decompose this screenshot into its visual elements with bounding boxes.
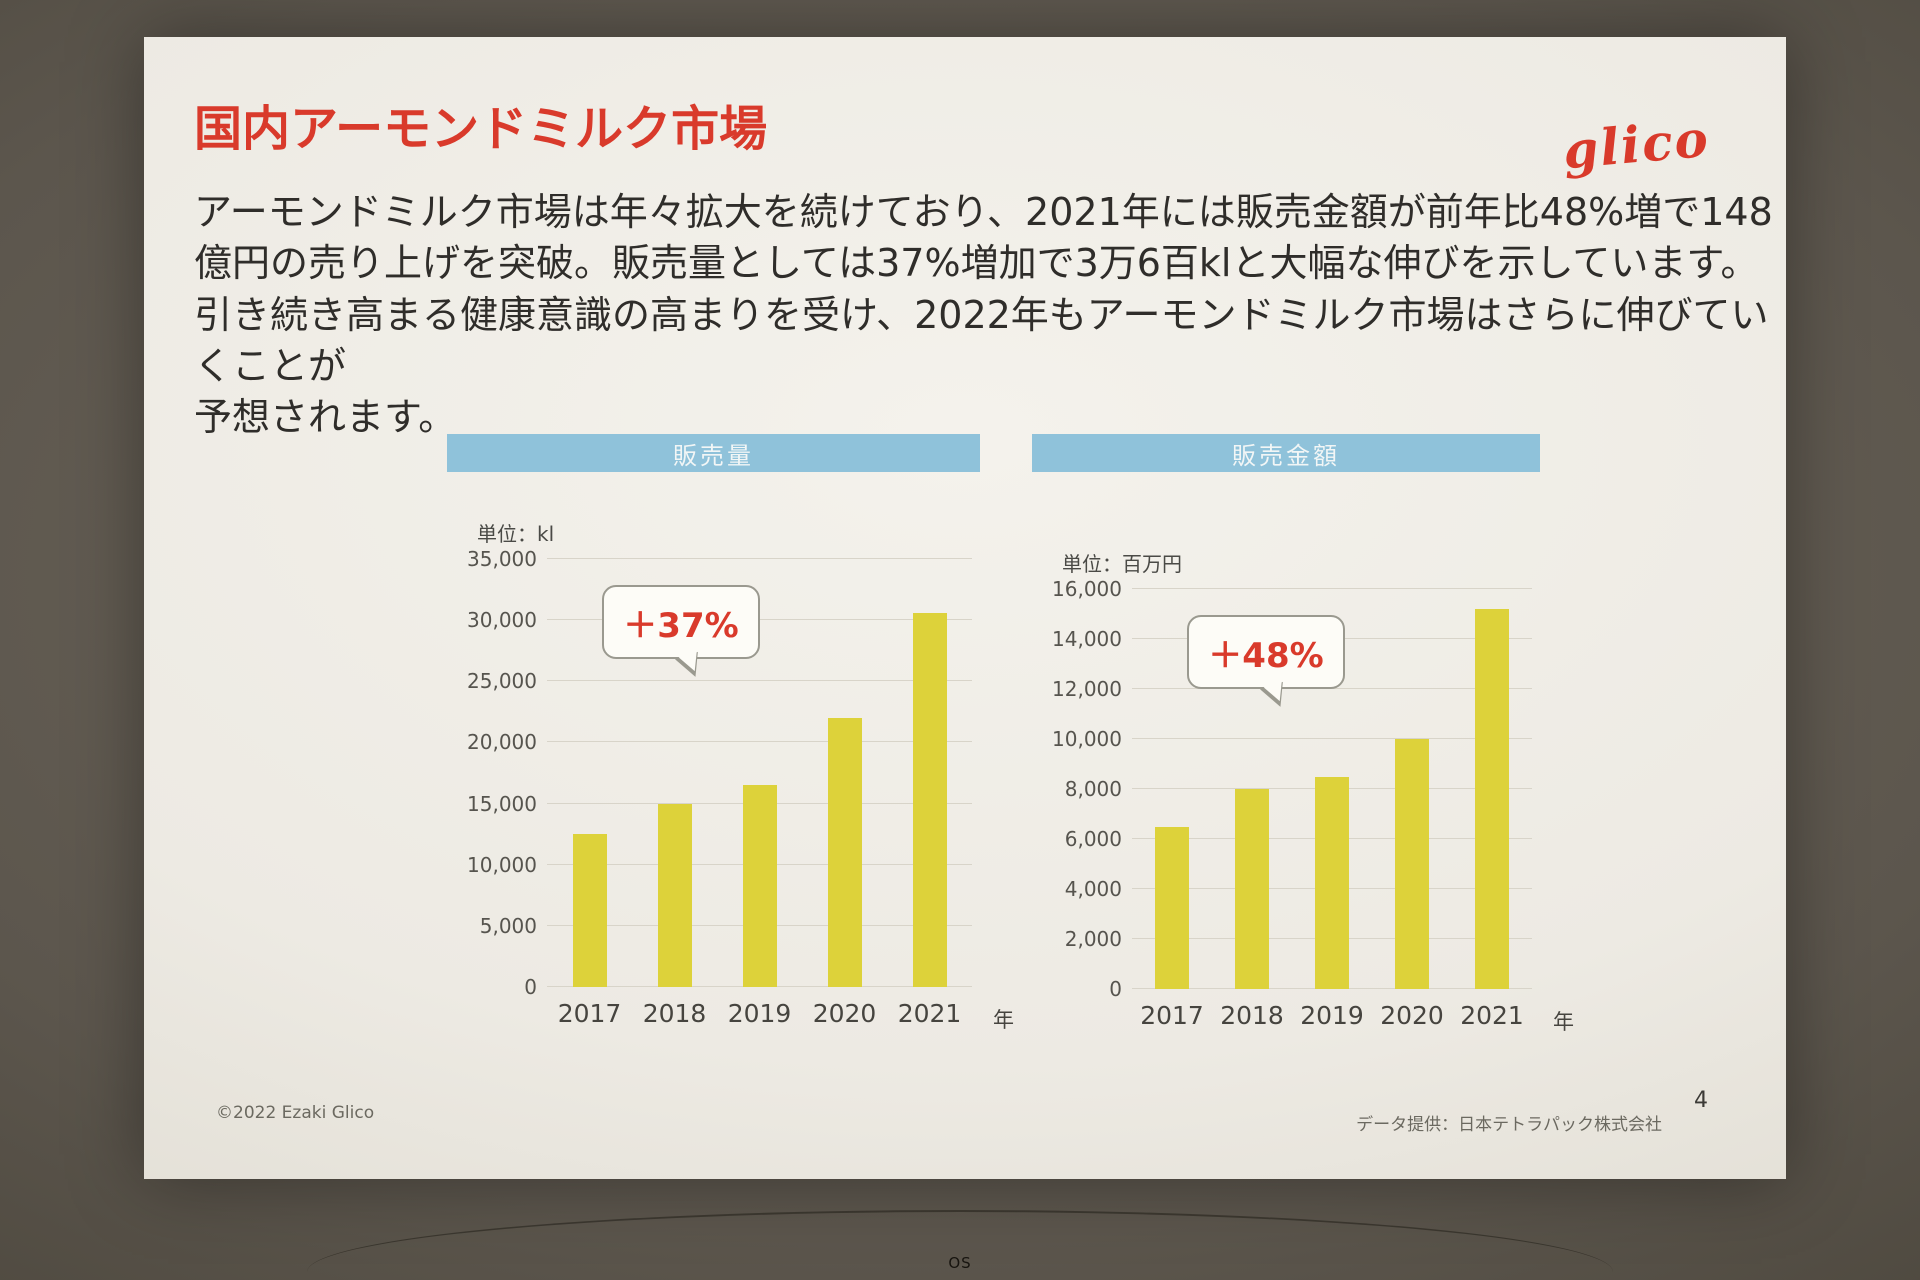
x-tick-label: 2017 bbox=[1140, 1001, 1204, 1030]
x-tick-label: 2021 bbox=[897, 999, 962, 1028]
charts-row: 販売量 単位：kl ＋37% 0 5,000 10,000 15,000 20,000 2… bbox=[447, 434, 1574, 1034]
body-text: アーモンドミルク市場は年々拡大を続けており、2021年には販売金額が前年比48%… bbox=[194, 190, 1773, 440]
y-tick-label: 8,000 bbox=[1064, 777, 1122, 801]
gridline bbox=[547, 558, 972, 559]
y-tick-label: 2,000 bbox=[1064, 927, 1122, 951]
gridline bbox=[547, 741, 972, 743]
y-tick-label: 35,000 bbox=[467, 547, 537, 571]
screen-bottom-label: OS bbox=[948, 1254, 972, 1272]
bar-2018 bbox=[1235, 789, 1269, 989]
y-tick-label: 20,000 bbox=[467, 730, 537, 755]
gridline bbox=[547, 680, 972, 682]
y-tick-label: 5,000 bbox=[479, 913, 537, 938]
plot-area: ＋48% 0 2,000 4,000 6,000 8,000 10,000 12,000 14… bbox=[1052, 577, 1532, 1001]
chart-banner-sales-amount: 販売金額 bbox=[1032, 434, 1540, 472]
y-tick-label: 0 bbox=[1109, 977, 1122, 1001]
y-tick-label: 10,000 bbox=[1052, 727, 1122, 751]
x-tick-label: 2020 bbox=[812, 999, 877, 1028]
gridline bbox=[1132, 588, 1532, 589]
chart-banner-sales-volume: 販売量 bbox=[447, 434, 980, 472]
gridline bbox=[1132, 738, 1532, 739]
x-tick-label: 2018 bbox=[1220, 1001, 1284, 1030]
x-axis-unit: 年 bbox=[993, 1008, 1014, 1032]
y-tick-label: 30,000 bbox=[467, 608, 537, 633]
bar-2020 bbox=[1395, 739, 1429, 989]
y-tick-label: 4,000 bbox=[1064, 877, 1122, 901]
bar-2021 bbox=[1475, 609, 1509, 989]
chart-banner-label: 販売量 bbox=[673, 441, 754, 470]
y-tick-label: 15,000 bbox=[467, 791, 537, 816]
y-tick-label: 12,000 bbox=[1052, 677, 1122, 701]
bar-2018 bbox=[657, 803, 692, 987]
chart-banner-label: 販売金額 bbox=[1232, 441, 1340, 470]
x-tick-label: 2021 bbox=[1460, 1001, 1524, 1030]
copyright: ©2022 Ezaki Glico bbox=[216, 1103, 375, 1123]
bar-2021 bbox=[912, 612, 947, 987]
x-labels-row: 年 2017 2018 2019 2020 2021 bbox=[547, 999, 1014, 1032]
annotation-bubble: ＋48% bbox=[1187, 615, 1345, 712]
x-tick-label: 2018 bbox=[642, 999, 707, 1028]
unit-label: 単位：百万円 bbox=[1062, 552, 1182, 576]
unit-label: 単位：kl bbox=[477, 522, 555, 546]
annotation-text: ＋48% bbox=[1208, 635, 1324, 676]
chart-panel-sales-volume: 販売量 単位：kl ＋37% 0 5,000 10,000 15,000 20,000 2… bbox=[447, 434, 1014, 1032]
plot-area: ＋37% 0 5,000 10,000 15,000 20,000 25,000 30,00… bbox=[467, 547, 972, 999]
data-source: データ提供：日本テトラパック株式会社 bbox=[1356, 1115, 1662, 1135]
bar-2017 bbox=[1155, 826, 1189, 989]
bars-row bbox=[1132, 589, 1532, 989]
y-tick-label: 16,000 bbox=[1052, 577, 1122, 601]
x-tick-label: 2019 bbox=[727, 999, 792, 1028]
bar-2020 bbox=[827, 717, 862, 987]
x-tick-label: 2019 bbox=[1300, 1001, 1364, 1030]
chart-panel-sales-amount: 販売金額 単位：百万円 ＋48% 0 2,000 4,000 6,000 8,000 10… bbox=[1032, 434, 1574, 1034]
glico-logo: glico bbox=[1560, 108, 1713, 181]
bar-2019 bbox=[1315, 776, 1349, 989]
x-tick-label: 2017 bbox=[557, 999, 622, 1028]
y-tick-label: 14,000 bbox=[1052, 627, 1122, 651]
y-tick-label: 10,000 bbox=[467, 852, 537, 877]
bar-2019 bbox=[742, 785, 777, 987]
x-axis-unit: 年 bbox=[1553, 1010, 1574, 1034]
slide: 国内アーモンドミルク市場 glico アーモンドミルク市場は年々拡大を続けており… bbox=[144, 37, 1786, 1179]
annotation-bubble: ＋37% bbox=[602, 585, 760, 682]
annotation-text: ＋37% bbox=[623, 605, 739, 646]
x-tick-label: 2020 bbox=[1380, 1001, 1444, 1030]
page-number: 4 bbox=[1694, 1088, 1708, 1113]
y-tick-label: 0 bbox=[524, 975, 537, 999]
y-tick-label: 25,000 bbox=[467, 669, 537, 694]
bar-2017 bbox=[572, 834, 607, 987]
bars-row bbox=[547, 559, 972, 987]
y-tick-label: 6,000 bbox=[1064, 827, 1122, 851]
slide-title: 国内アーモンドミルク市場 bbox=[194, 101, 768, 157]
x-labels-row: 年 2017 2018 2019 2020 2021 bbox=[1132, 1001, 1574, 1034]
